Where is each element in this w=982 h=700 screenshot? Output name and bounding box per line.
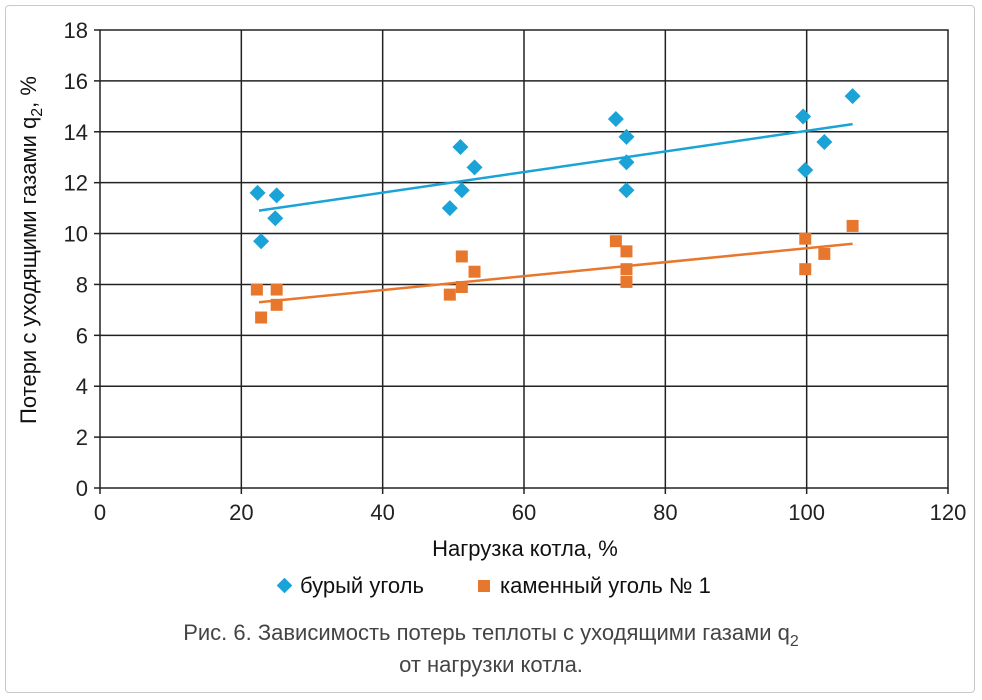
legend-label-hard-coal: каменный уголь № 1 — [500, 573, 711, 598]
point-series-1 — [455, 250, 468, 263]
y-tick-label: 2 — [76, 425, 88, 450]
point-series-1 — [799, 263, 812, 276]
caption-line-1: Рис. 6. Зависимость потерь теплоты с ухо… — [183, 620, 799, 650]
figure-frame — [5, 5, 975, 693]
x-tick-labels: 0 20 40 60 80 100 120 — [94, 500, 966, 525]
point-series-1 — [799, 232, 812, 245]
caption-line-1-main: Рис. 6. Зависимость потерь теплоты с ухо… — [183, 620, 790, 645]
y-tick-label: 0 — [76, 476, 88, 501]
point-series-0 — [795, 108, 812, 125]
point-series-0 — [607, 111, 624, 128]
plot-area — [99, 29, 949, 489]
point-series-1 — [609, 235, 622, 248]
y-tick-label: 4 — [76, 374, 88, 399]
point-series-1 — [250, 283, 263, 296]
point-series-0 — [267, 210, 284, 227]
point-series-1 — [443, 288, 456, 301]
x-tick-label: 20 — [229, 500, 253, 525]
x-axis-label: Нагрузка котла, % — [432, 536, 618, 561]
legend: бурый уголь каменный уголь № 1 — [276, 573, 711, 598]
y-tick-label: 10 — [64, 222, 88, 247]
y-tick-label: 14 — [64, 120, 88, 145]
trend-line-series-1 — [258, 242, 853, 304]
x-tick-label: 40 — [370, 500, 394, 525]
point-series-1 — [620, 263, 633, 276]
point-series-0 — [844, 88, 861, 105]
point-series-0 — [253, 233, 270, 250]
y-tick-labels: 0 2 4 6 8 10 12 14 16 18 — [64, 18, 88, 501]
point-series-1 — [255, 311, 268, 324]
point-series-0 — [453, 182, 470, 199]
x-tick-label: 60 — [512, 500, 536, 525]
y-axis-label-sub: 2 — [29, 108, 46, 117]
point-series-1 — [620, 275, 633, 288]
trend-line-series-0 — [258, 122, 853, 212]
y-axis-label-main: Потери с уходящими газами q — [16, 117, 41, 424]
y-tick-label: 18 — [64, 18, 88, 43]
point-series-0 — [268, 187, 285, 204]
y-tick-label: 8 — [76, 272, 88, 297]
y-tick-label: 6 — [76, 323, 88, 348]
point-series-0 — [441, 200, 458, 217]
point-series-0 — [618, 128, 635, 145]
data-points — [249, 88, 861, 324]
legend-label-brown-coal: бурый уголь — [300, 573, 424, 598]
point-series-0 — [466, 159, 483, 176]
caption-line-2: от нагрузки котла. — [399, 652, 583, 677]
x-tick-label: 80 — [653, 500, 677, 525]
point-series-0 — [797, 161, 814, 178]
y-axis-label-tail: , % — [16, 76, 41, 108]
point-series-1 — [818, 247, 831, 260]
grid — [94, 29, 949, 494]
point-series-1 — [270, 283, 283, 296]
trend-lines — [258, 122, 853, 304]
legend-marker-hard-coal — [478, 580, 490, 592]
x-tick-label: 120 — [930, 500, 967, 525]
x-tick-label: 0 — [94, 500, 106, 525]
y-tick-label: 16 — [64, 69, 88, 94]
point-series-1 — [270, 298, 283, 311]
x-tick-label: 100 — [788, 500, 825, 525]
point-series-0 — [618, 154, 635, 171]
legend-marker-brown-coal — [276, 577, 293, 594]
point-series-1 — [455, 280, 468, 293]
point-series-0 — [618, 182, 635, 199]
caption-line-1-sub: 2 — [790, 633, 799, 650]
point-series-0 — [816, 133, 833, 150]
point-series-1 — [468, 265, 481, 278]
y-axis-label: Потери с уходящими газами q2, % — [16, 76, 46, 424]
point-series-1 — [620, 245, 633, 258]
point-series-0 — [452, 139, 469, 156]
y-tick-label: 12 — [64, 171, 88, 196]
point-series-1 — [846, 219, 859, 232]
point-series-0 — [249, 184, 266, 201]
